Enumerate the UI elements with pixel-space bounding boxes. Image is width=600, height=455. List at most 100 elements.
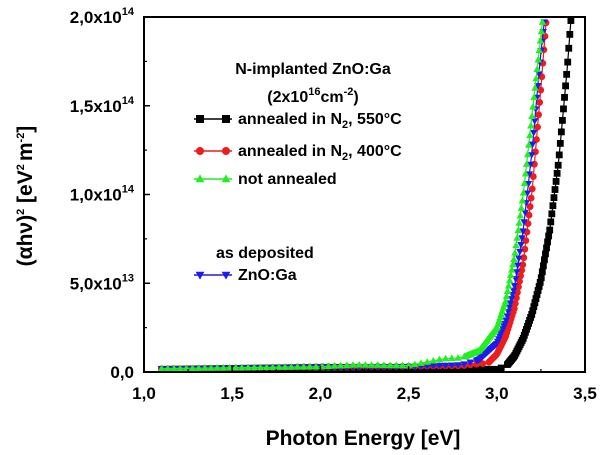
data-point [533, 65, 541, 72]
legend-subtitle-mid: cm [320, 89, 343, 106]
data-point [529, 102, 537, 110]
data-point [533, 136, 540, 143]
data-point [503, 313, 511, 320]
data-point [219, 363, 228, 371]
data-point [515, 219, 523, 226]
data-point [238, 363, 246, 371]
data-point [535, 46, 544, 54]
data-point [516, 248, 524, 256]
data-point [546, 226, 554, 234]
data-point [504, 282, 513, 289]
data-marks [157, 17, 575, 373]
data-point [536, 278, 544, 286]
legend-subtitle-post: ) [353, 89, 358, 106]
data-point [537, 27, 546, 35]
data-point [411, 360, 419, 368]
data-point [533, 291, 541, 298]
data-point [552, 178, 560, 185]
data-point [269, 363, 277, 370]
data-point [448, 354, 456, 362]
data-point [479, 365, 487, 373]
data-point [559, 116, 566, 124]
legend-title: N-implanted ZnO:Ga [235, 61, 391, 78]
data-point [520, 179, 529, 187]
data-point [287, 363, 296, 370]
data-point [157, 364, 166, 372]
data-point [417, 359, 425, 366]
data-point [520, 219, 528, 226]
data-point [511, 248, 519, 256]
legend-label: not annealed [238, 171, 337, 188]
data-point [256, 363, 265, 371]
data-point [194, 364, 203, 371]
data-point [330, 362, 339, 369]
data-point [536, 99, 544, 106]
data-point [526, 203, 534, 210]
data-point [231, 363, 240, 371]
data-point [545, 232, 553, 240]
data-point [510, 282, 519, 290]
data-point [508, 266, 516, 273]
legend-marker [221, 271, 231, 280]
data-point [454, 354, 462, 361]
data-point [244, 363, 252, 371]
legend-entry: annealed in N2, 550°C [194, 111, 402, 131]
data-point [275, 363, 283, 370]
data-point [526, 161, 535, 169]
data-point [551, 186, 559, 193]
legend-subtitle: (2x1016cm-2) [267, 86, 358, 106]
legend-marker [195, 174, 205, 183]
data-point [441, 354, 450, 362]
data-point [367, 361, 376, 368]
data-point [532, 74, 540, 82]
data-point [537, 274, 545, 282]
data-point [176, 364, 184, 372]
data-point [529, 173, 537, 180]
data-point [548, 210, 556, 218]
y-title-unit-b: m [14, 142, 37, 161]
data-point [343, 361, 351, 369]
data-point [556, 139, 564, 147]
data-point [510, 305, 518, 313]
data-point [262, 363, 271, 371]
x-tick-label: 3,0 [485, 384, 509, 403]
data-point [529, 307, 537, 315]
data-point [435, 362, 444, 370]
y-axis-title: (αhν)2 [eV2m-2] [14, 126, 37, 267]
legend-marker [196, 147, 204, 155]
data-point [543, 244, 550, 252]
data-point [560, 105, 567, 113]
data-point [502, 317, 510, 325]
legend-marker [222, 115, 230, 123]
data-point [517, 242, 525, 249]
data-point [544, 238, 552, 246]
data-point [336, 361, 345, 369]
data-point [506, 300, 515, 308]
y-title-exp: 2 [15, 209, 27, 215]
data-point [530, 118, 539, 125]
x-tick-label: 1,5 [220, 384, 244, 403]
data-point [435, 355, 444, 363]
data-point [373, 361, 382, 368]
data-point [521, 169, 530, 177]
data-point [513, 234, 521, 241]
data-point [528, 112, 536, 119]
data-point [534, 123, 541, 131]
data-point [555, 151, 563, 159]
data-point [503, 287, 512, 294]
data-point [466, 359, 475, 367]
y-title-prefix: (αhν) [14, 215, 37, 266]
data-point [514, 262, 522, 270]
data-point [473, 365, 480, 373]
data-point [505, 276, 514, 284]
data-point [398, 361, 407, 369]
data-point [534, 287, 542, 294]
data-point [460, 361, 468, 369]
x-tick-label: 1,0 [132, 384, 156, 403]
data-point [404, 361, 413, 369]
data-point [538, 268, 546, 276]
data-point [521, 245, 529, 253]
data-point [521, 209, 529, 217]
data-point [293, 363, 302, 370]
